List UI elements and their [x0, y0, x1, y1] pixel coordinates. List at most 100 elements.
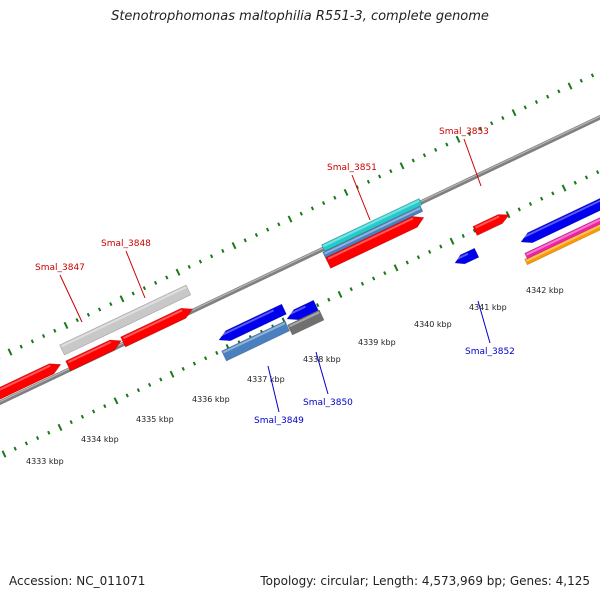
inner-tick-mark — [327, 297, 331, 302]
gene-label: Smal_3848 — [101, 239, 151, 249]
outer-tick-mark — [7, 348, 13, 356]
inner-tick-mark — [1, 450, 7, 458]
outer-tick-mark — [579, 78, 583, 83]
outer-tick-mark — [333, 195, 337, 200]
gene-label: Smal_3852 — [465, 347, 515, 357]
inner-tick-mark — [35, 436, 40, 441]
inner-tick-mark — [383, 271, 387, 276]
inner-tick-mark — [80, 414, 85, 419]
inner-tick-mark — [449, 237, 455, 245]
gene-labels: Smal_3847 Smal_3848 Smal_3851 Smal_3853 Smal… — [35, 127, 515, 426]
gene-smal-3851-sheen — [327, 217, 414, 260]
scale-label: 4335 kbp — [136, 415, 174, 424]
gene-smal-3846 — [0, 363, 62, 400]
outer-tick-mark — [277, 222, 281, 227]
outer-tick-mark — [433, 147, 438, 152]
tick-marks — [0, 73, 600, 458]
inner-tick-mark — [461, 233, 465, 238]
inner-tick-mark — [136, 388, 141, 393]
inner-tick-mark — [91, 409, 96, 414]
feature-grey-bar-sheen — [61, 286, 187, 348]
inner-tick-mark — [215, 350, 219, 355]
outer-tick-mark — [467, 131, 471, 136]
gene-smal-3850 — [286, 299, 319, 321]
outer-tick-mark — [366, 179, 371, 184]
outer-tick-mark — [119, 295, 125, 303]
feature-steel-bar-sheen — [324, 207, 421, 255]
inner-tick-mark — [439, 244, 443, 249]
inner-tick-mark — [561, 184, 567, 192]
gene-smal-3853 — [472, 214, 510, 236]
scale-label: 4337 kbp — [247, 375, 285, 384]
outer-tick-mark — [590, 73, 595, 78]
gene-smal-3847-sheen — [68, 341, 112, 364]
gene-smal-3852-sheen — [455, 252, 469, 261]
outer-tick-mark — [445, 142, 449, 147]
inner-tick-mark — [371, 276, 376, 281]
outer-tick-mark — [321, 201, 326, 206]
inner-tick-mark — [125, 393, 129, 398]
inner-tick-mark — [24, 441, 29, 446]
outer-tick-mark — [187, 264, 191, 269]
outer-tick-mark — [30, 339, 35, 344]
inner-tick-mark — [47, 430, 51, 435]
feature-orange-bar-sheen — [526, 224, 600, 262]
feature-grey-bar — [59, 284, 192, 356]
outer-tick-mark — [221, 248, 225, 253]
feature-steel-lower-bar-sheen — [223, 322, 286, 354]
outer-tick-mark — [86, 312, 91, 317]
outer-tick-mark — [63, 321, 69, 329]
scale-label: 4338 kbp — [303, 355, 341, 364]
gene-smal-3850-sheen — [287, 305, 306, 317]
inner-tick-mark — [103, 404, 107, 409]
inner-tick-mark — [203, 356, 208, 361]
inner-tick-mark — [528, 202, 533, 207]
gene-smal-3848-sheen — [123, 309, 183, 340]
inner-tick-mark — [505, 211, 511, 219]
gene-label: Smal_3853 — [439, 127, 489, 137]
inner-tick-mark — [337, 290, 343, 299]
leader-line — [463, 138, 482, 187]
inner-tick-mark — [393, 264, 399, 272]
scale-label: 4333 kbp — [26, 457, 64, 466]
feature-dark-grey-bar — [287, 309, 325, 336]
outer-tick-mark — [165, 275, 169, 280]
gene-smal-3852 — [454, 247, 480, 265]
scale-label: 4339 kbp — [358, 338, 396, 347]
outer-tick-mark — [455, 135, 461, 143]
feature-dark-grey-bar-sheen — [289, 311, 320, 328]
outer-tick-mark — [534, 100, 539, 105]
outer-tick-mark — [523, 105, 527, 110]
gene-smal-3853-sheen — [475, 215, 500, 229]
feature-steel-bar — [322, 205, 424, 259]
outer-tick-mark — [19, 344, 23, 349]
inner-tick-mark — [360, 281, 365, 286]
outer-tick-mark — [53, 328, 57, 333]
outer-tick-mark — [265, 227, 270, 232]
outer-tick-mark — [501, 115, 505, 120]
outer-tick-mark — [198, 259, 203, 264]
outer-tick-mark — [310, 206, 315, 211]
outer-tick-mark — [109, 302, 113, 307]
inner-tick-mark — [416, 255, 421, 260]
outer-tick-mark — [243, 238, 247, 243]
inner-tick-mark — [169, 370, 175, 378]
feature-layer — [0, 198, 600, 400]
gene-smal-3848 — [120, 307, 194, 348]
outer-tick-mark — [41, 334, 46, 339]
inner-tick-mark — [181, 366, 185, 371]
inner-tick-mark — [69, 420, 73, 425]
outer-tick-mark — [399, 162, 405, 170]
leader-line — [125, 250, 146, 299]
outer-tick-mark — [389, 169, 393, 174]
outer-tick-mark — [557, 89, 561, 94]
inner-tick-mark — [573, 180, 577, 185]
outer-tick-mark — [490, 121, 494, 126]
scale-label: 4334 kbp — [81, 435, 119, 444]
scale-label: 4336 kbp — [192, 395, 230, 404]
outer-tick-mark — [209, 254, 214, 259]
map-title: Stenotrophomonas maltophilia R551-3, com… — [111, 9, 489, 24]
inner-tick-mark — [349, 287, 353, 292]
gene-label: Smal_3851 — [327, 163, 377, 173]
